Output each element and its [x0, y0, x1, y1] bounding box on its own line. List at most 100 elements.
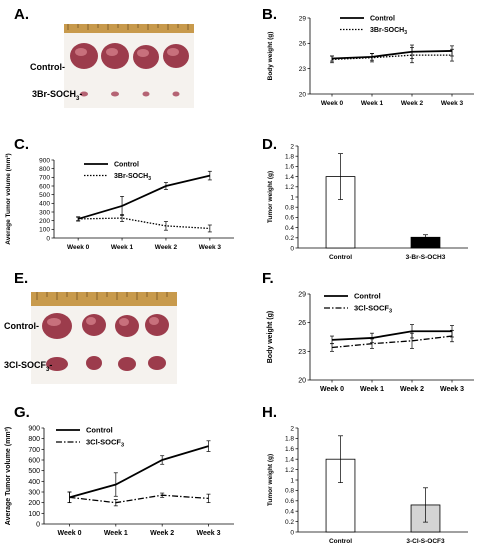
y-tick-label-b: 26 — [299, 41, 307, 48]
legend-label-f-0: Control — [354, 291, 381, 300]
y-tick-label-c: 200 — [39, 218, 50, 225]
y-tick-label-g: 500 — [28, 468, 40, 475]
photo-e-row2-sub: 3 — [46, 366, 50, 373]
x-tick-label-f: Week 1 — [360, 386, 384, 393]
photo-a-row1-label: Control- — [30, 62, 65, 72]
y-tick-label-h: 2 — [290, 425, 294, 432]
panel-letter-c: C. — [14, 136, 29, 153]
x-tick-label-f: Week 0 — [320, 386, 344, 393]
legend-label-sub-b-1: 3 — [404, 30, 407, 36]
x-tick-label-g: Week 1 — [104, 530, 128, 537]
y-tick-label-b: 29 — [299, 15, 307, 22]
y-tick-label-d: 0.8 — [285, 204, 294, 211]
y-tick-label-c: 900 — [39, 157, 50, 164]
panel-letter-a: A. — [14, 6, 29, 23]
photo-e-row2-text: 3Cl-SOCF — [4, 360, 47, 370]
y-tick-label-d: 1.4 — [285, 174, 294, 181]
y-tick-label-h: 1.2 — [285, 467, 294, 474]
y-tick-label-g: 300 — [28, 489, 40, 496]
panel-letter-g: G. — [14, 404, 30, 421]
photo-a-row2-text: 3Br-SOCH — [32, 89, 77, 99]
x-tick-label-h: Control — [329, 538, 352, 545]
y-tick-label-f: 23 — [298, 349, 306, 356]
chart-f-body-weight: 20 23 26 29 Body weight (g) Week 0 Week 1 Week … — [267, 291, 474, 393]
x-tick-label-f: Week 3 — [440, 386, 464, 393]
legend-label-c-0: Control — [114, 161, 139, 168]
chart-g-tumor-volume: 0 100 200 300 400 500 600 700 800 900 Average Tumo… — [5, 425, 234, 537]
series-line-f-1 — [331, 335, 453, 349]
tumor-photo-a — [64, 24, 194, 108]
y-tick-label-b: 23 — [299, 66, 307, 73]
y-tick-label-h: 1.8 — [285, 436, 294, 443]
y-tick-label-c: 800 — [39, 166, 50, 173]
legend-label-g-0: Control — [86, 425, 113, 434]
x-tick-label-b: Week 2 — [401, 100, 424, 107]
x-tick-label-c: Week 2 — [155, 244, 178, 251]
x-tick-label-g: Week 2 — [150, 530, 174, 537]
y-tick-label-f: 20 — [298, 377, 306, 384]
series-line-g-0 — [69, 445, 209, 499]
legend-label-b-1: 3Br-SOCH3 — [370, 27, 407, 36]
y-tick-label-d: 1.2 — [285, 184, 294, 191]
photo-a-row2-label: 3Br-SOCH3- — [32, 89, 83, 102]
photo-e-row1-label: Control- — [4, 321, 39, 331]
x-tick-label-b: Week 3 — [441, 100, 464, 107]
y-tick-label-g: 700 — [28, 447, 40, 454]
x-tick-label-d: 3-Br-S-OCH3 — [406, 254, 446, 261]
y-tick-label-f: 26 — [298, 320, 306, 327]
series-line-f-0 — [331, 330, 452, 341]
y-tick-label-c: 700 — [39, 175, 50, 182]
series-line-b-1 — [331, 54, 452, 61]
y-axis-label-b: Body weight (g) — [267, 32, 274, 81]
y-tick-label-g: 400 — [28, 479, 40, 486]
y-tick-label-d: 0 — [290, 245, 294, 252]
x-tick-label-h: 3-Cl-S-OCF3 — [406, 538, 445, 545]
y-tick-label-d: 1.6 — [285, 164, 294, 171]
series-line-g-1 — [69, 494, 209, 504]
y-axis-label-f: Body weight (g) — [267, 311, 274, 364]
y-tick-label-c: 500 — [39, 192, 50, 199]
y-tick-label-d: 2 — [290, 143, 294, 150]
x-tick-label-g: Week 3 — [197, 530, 221, 537]
x-tick-label-d: Control — [329, 254, 352, 261]
y-axis-label-c: Average Tumor volume (mm³) — [5, 153, 12, 244]
y-tick-label-d: 0.4 — [285, 225, 294, 232]
x-tick-label-c: Week 0 — [67, 244, 90, 251]
series-line-c-0 — [77, 174, 211, 220]
legend-label-g-1: 3Cl-SOCF3 — [86, 437, 124, 448]
y-tick-label-g: 900 — [28, 425, 40, 432]
legend-label-sub-g-1: 3 — [121, 442, 124, 448]
y-tick-label-g: 0 — [36, 521, 40, 528]
y-tick-label-d: 1.8 — [285, 153, 294, 160]
y-tick-label-h: 0.8 — [285, 488, 294, 495]
photo-e-row2-label: 3Cl-SOCF3- — [4, 360, 53, 373]
y-tick-label-d: 0.6 — [285, 215, 294, 222]
y-tick-label-c: 300 — [39, 209, 50, 216]
y-tick-label-b: 20 — [299, 91, 307, 98]
y-tick-label-h: 0.4 — [285, 508, 294, 515]
legend-label-b-0: Control — [370, 15, 395, 22]
legend-label-sub-c-1: 3 — [148, 176, 151, 182]
y-tick-label-h: 0.2 — [285, 519, 294, 526]
x-tick-label-c: Week 3 — [199, 244, 222, 251]
y-tick-label-d: 1 — [290, 194, 294, 201]
chart-b-body-weight: 20 23 26 29 Body weight (g) Week 0 Week 1 Week … — [267, 15, 474, 107]
y-tick-label-f: 29 — [298, 291, 306, 298]
legend-label-c-1: 3Br-SOCH3 — [114, 173, 151, 182]
chart-h-tumor-weight: 0 0.2 0.4 0.6 0.8 1 1.2 1.4 1.6 1.8 2 Tumor weight … — [267, 425, 468, 545]
series-line-b-0 — [331, 50, 453, 60]
tumor-photo-e — [31, 292, 177, 384]
panel-letter-h: H. — [262, 404, 277, 421]
x-tick-label-b: Week 1 — [361, 100, 384, 107]
y-tick-label-h: 1.4 — [285, 456, 294, 463]
y-tick-label-g: 100 — [28, 511, 40, 518]
y-tick-label-h: 1 — [290, 477, 294, 484]
legend-label-f-1: 3Cl-SOCF3 — [354, 303, 392, 314]
x-tick-label-c: Week 1 — [111, 244, 134, 251]
chart-d-tumor-weight: 0 0.2 0.4 0.6 0.8 1 1.2 1.4 1.6 1.8 2 Tumor weight … — [267, 143, 468, 261]
y-tick-label-c: 600 — [39, 183, 50, 190]
y-tick-label-g: 800 — [28, 436, 40, 443]
y-tick-label-g: 200 — [28, 500, 40, 507]
x-tick-label-f: Week 2 — [400, 386, 424, 393]
x-tick-label-b: Week 0 — [321, 100, 344, 107]
